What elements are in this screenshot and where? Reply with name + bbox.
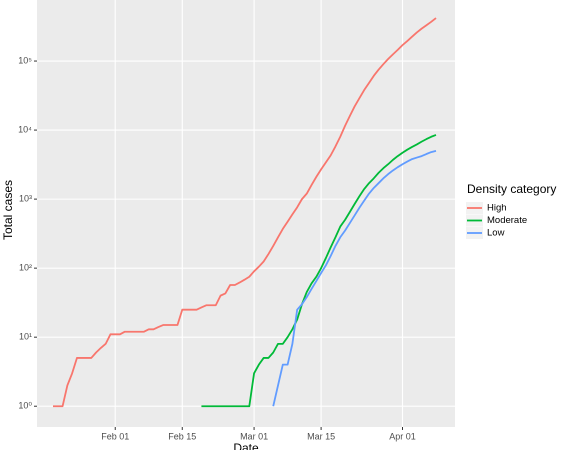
series-line — [53, 17, 437, 408]
series-line — [201, 134, 437, 408]
y-tick-label: 10³ — [19, 193, 32, 203]
y-tick-label: 10¹ — [19, 332, 32, 342]
panel — [37, 0, 455, 427]
x-axis-title: Date — [233, 441, 259, 450]
grid — [37, 0, 455, 427]
legend-title: Density category — [467, 182, 556, 196]
y-tick-label: 10⁴ — [18, 124, 32, 134]
x-tick-label: Feb 01 — [101, 431, 129, 441]
x-tick-label: Mar 15 — [307, 431, 335, 441]
y-tick-label: 10² — [19, 263, 32, 273]
legend-label: Low — [487, 228, 505, 239]
lines — [53, 17, 437, 408]
series-line — [272, 149, 437, 407]
x-tick-label: Feb 15 — [168, 431, 196, 441]
legend-label: Moderate — [487, 215, 527, 226]
x-tick-label: Mar 01 — [240, 431, 268, 441]
y-tick-label: 10⁵ — [18, 55, 32, 65]
x-tick-label: Apr 01 — [389, 431, 416, 441]
legend-label: High — [487, 203, 507, 214]
y-axis-title: Total cases — [1, 180, 15, 240]
y-tick-label: 10⁰ — [18, 401, 32, 411]
